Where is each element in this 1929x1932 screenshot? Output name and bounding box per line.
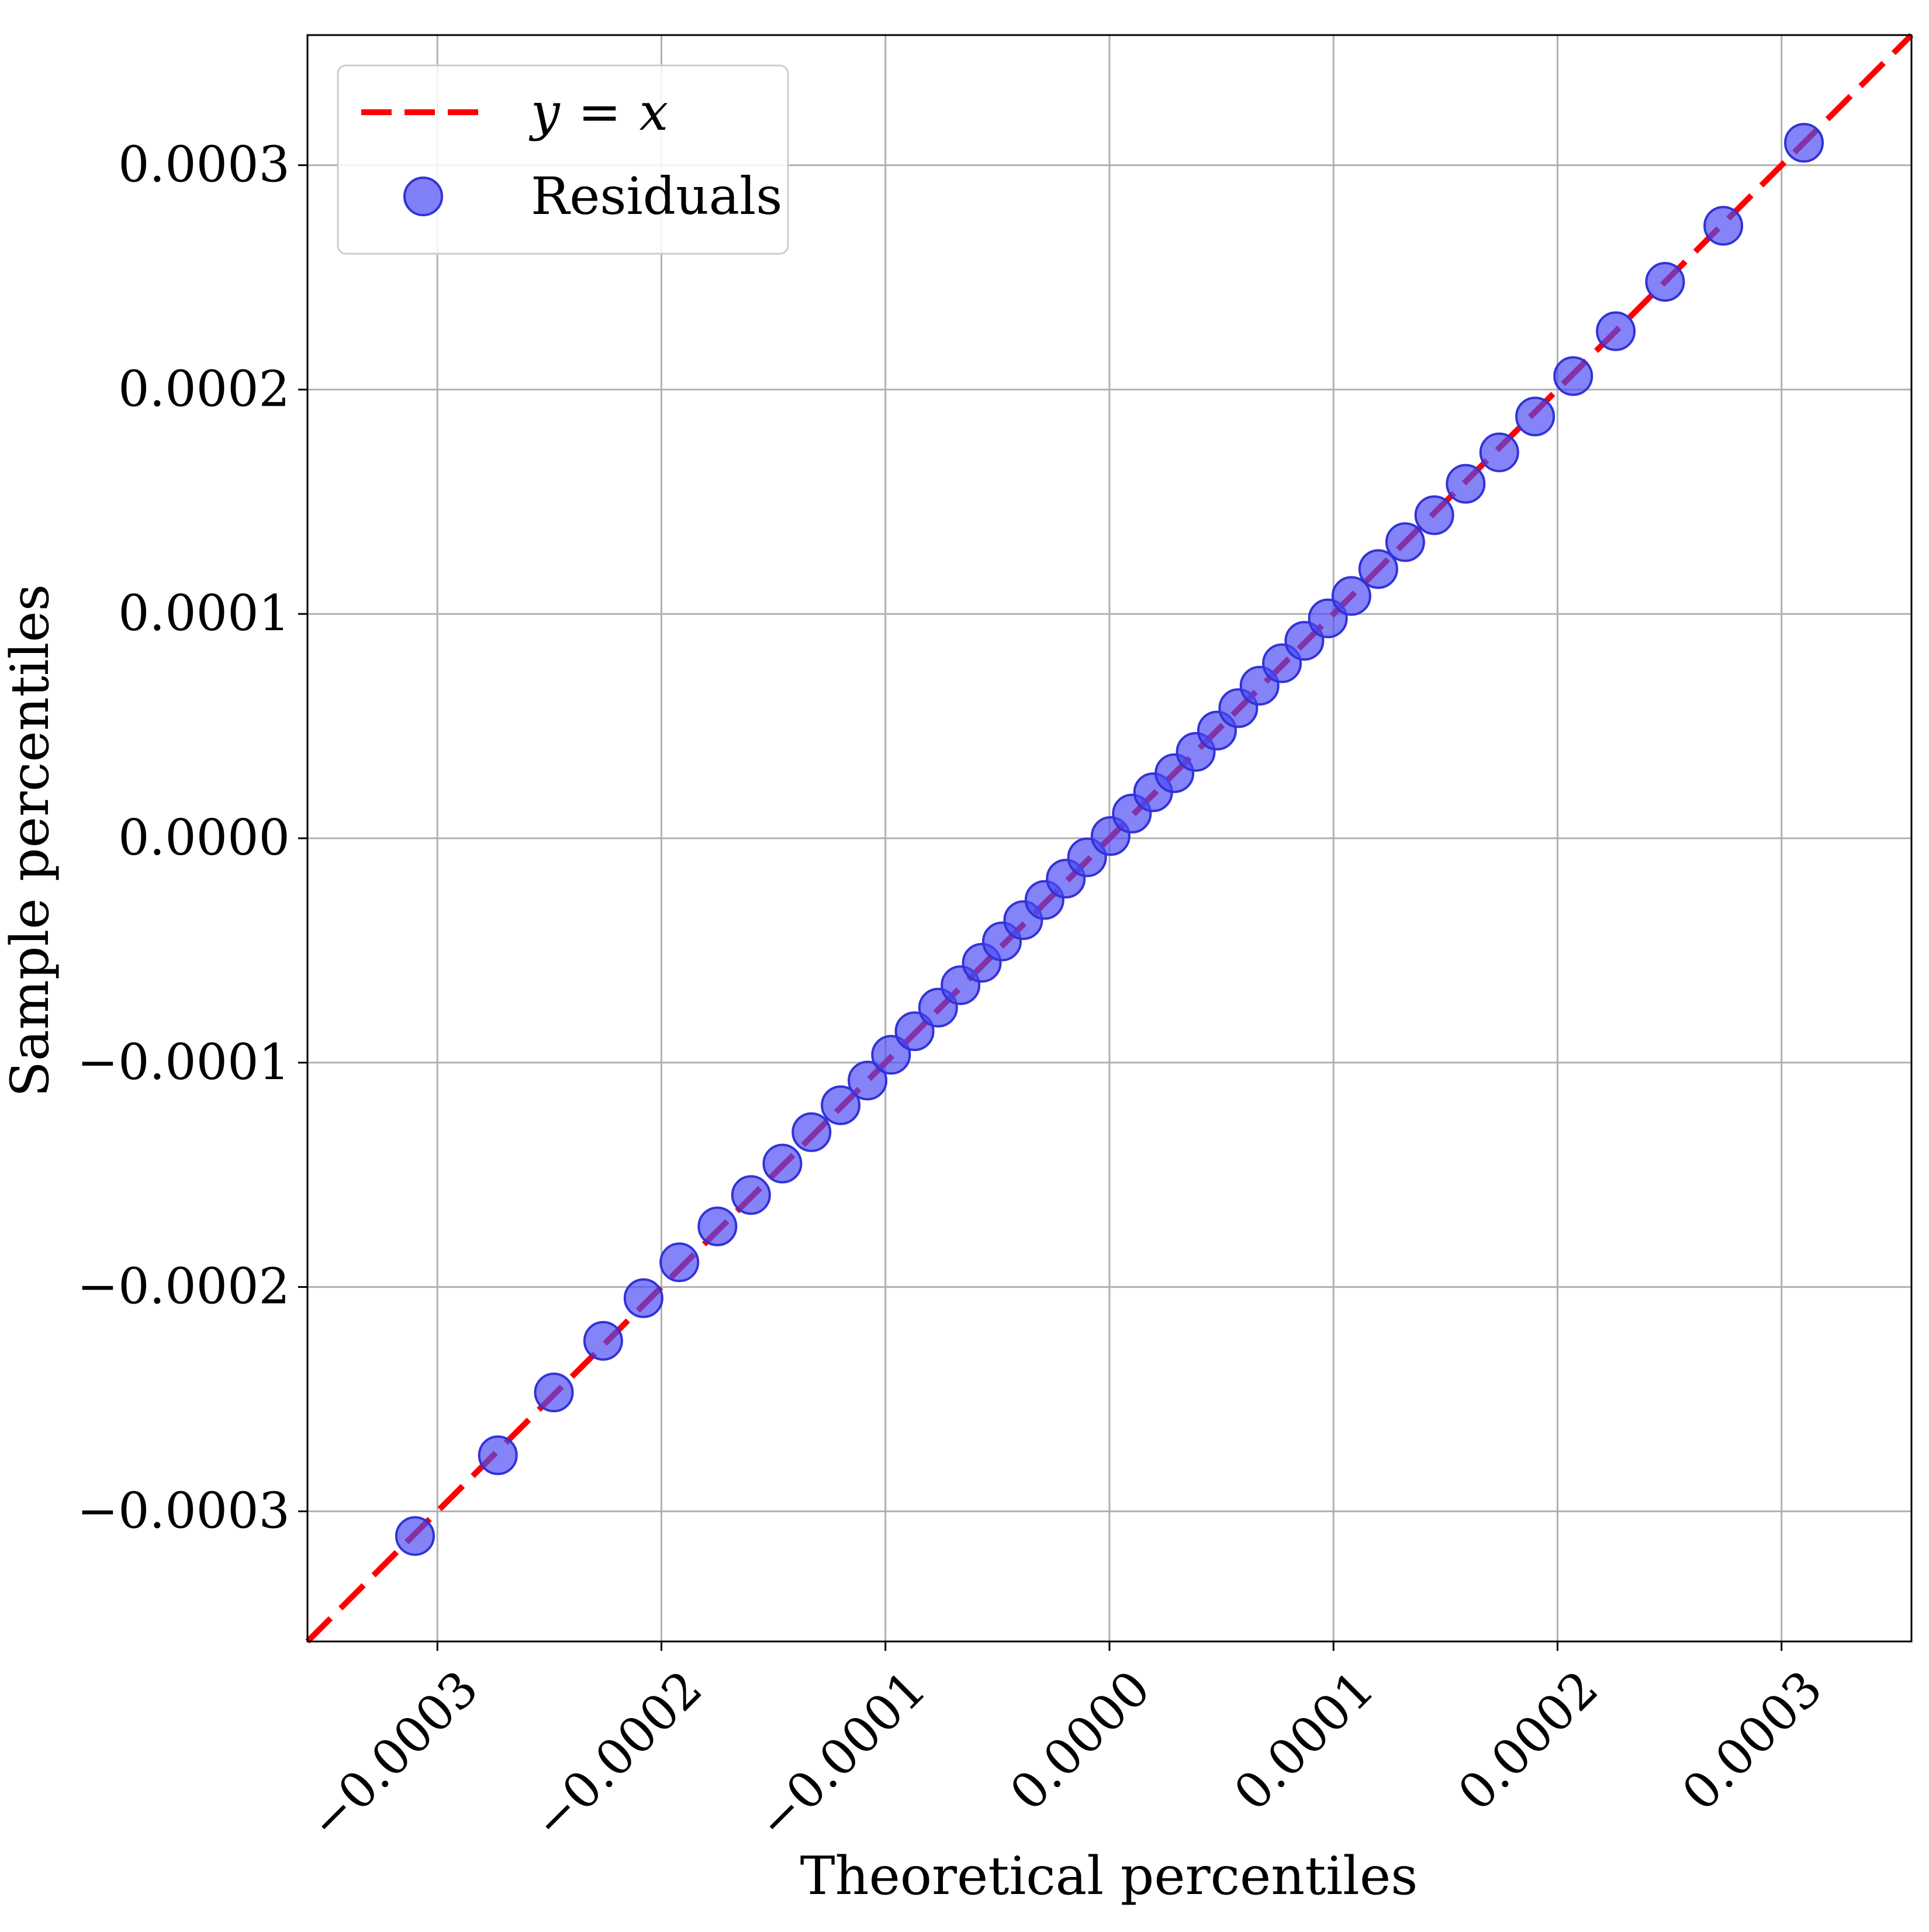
residual-point [395,1516,435,1556]
residual-point [762,1143,803,1184]
y-tick-label: −0.0001 [77,1034,290,1091]
y-axis-label: Sample percentiles [0,584,61,1097]
legend: y = x Residuals [337,64,789,255]
residual-point [534,1372,574,1412]
residual-point [1479,432,1519,472]
residual-point [1446,464,1486,504]
residual-point [697,1206,738,1246]
residual-point [1553,356,1593,396]
residual-point [791,1112,832,1152]
residual-point [871,1035,911,1075]
residual-point [1703,206,1744,246]
legend-marker-swatch [403,177,443,216]
y-tick-label: 0.0001 [118,585,290,642]
y-tick-label: 0.0003 [118,136,290,193]
y-ticks: −0.0003 −0.0002 −0.0001 0.0000 0.0001 0.0002 0… [77,136,307,1539]
y-tick-label: −0.0003 [77,1482,290,1539]
residual-point [1596,311,1636,351]
residual-point [731,1175,771,1215]
residual-point [478,1435,518,1475]
y-tick-label: 0.0000 [118,809,290,866]
residual-point [623,1278,663,1318]
residual-point [821,1085,861,1125]
residual-point [1358,549,1398,589]
y-tick-label: −0.0002 [77,1258,290,1315]
residual-point [848,1060,888,1101]
residual-point [1385,522,1425,562]
residual-point [1331,576,1371,616]
residual-point [1414,495,1454,535]
legend-entry-residuals: Residuals [531,166,782,226]
residual-point [583,1321,623,1361]
residual-points [395,123,1824,1556]
residual-point [894,1011,935,1052]
residual-point [659,1242,700,1283]
legend-entry-reference: y = x [528,82,668,142]
residual-point [1784,123,1824,163]
residual-point [1515,396,1555,437]
x-axis-label: Theoretical percentiles [800,1845,1418,1907]
residual-point [1645,262,1685,302]
y-tick-label: 0.0002 [118,360,290,417]
